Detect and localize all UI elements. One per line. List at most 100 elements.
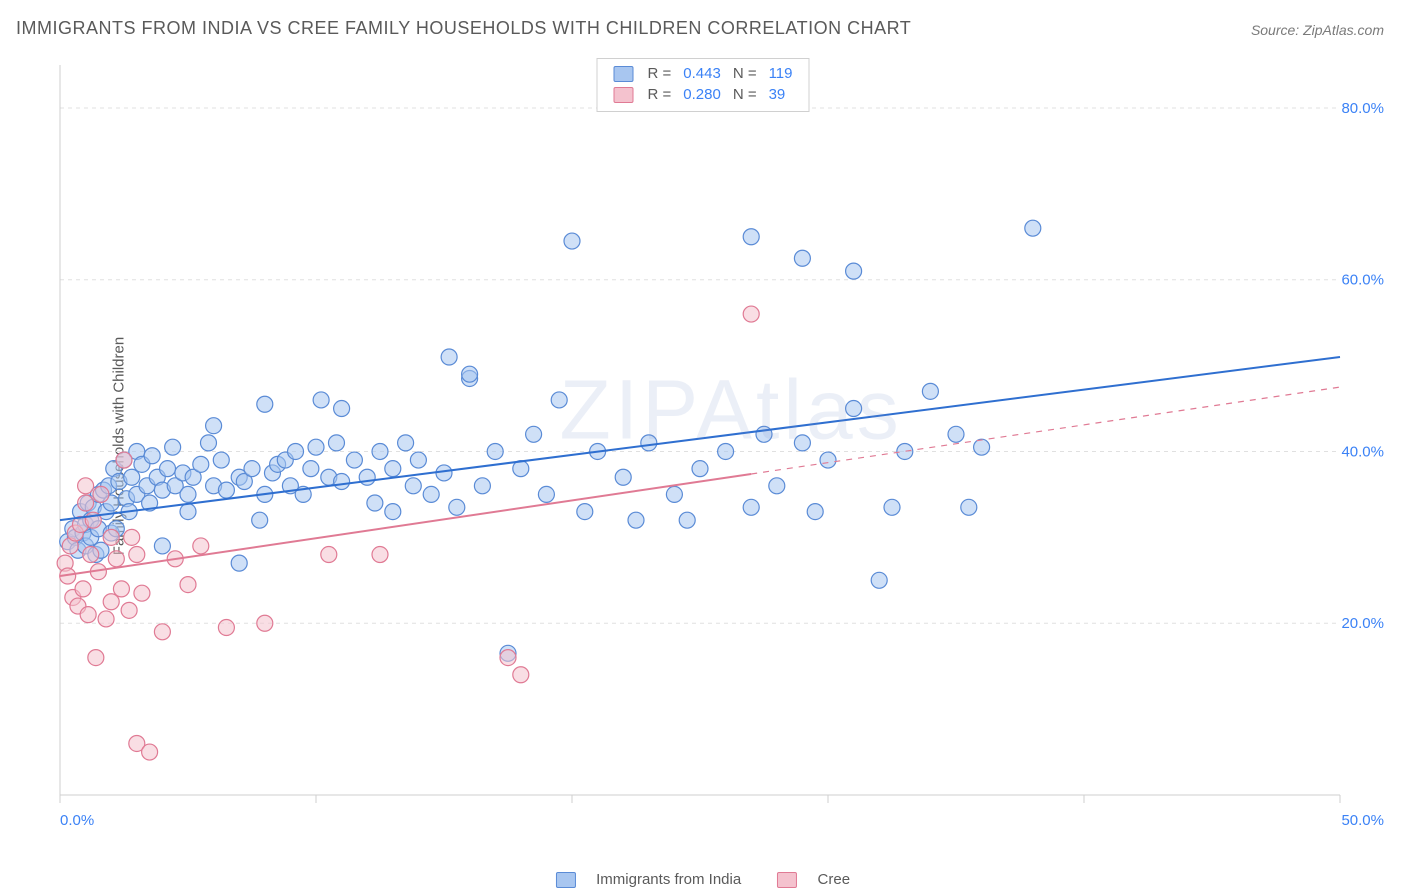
legend-r-value: 0.280 xyxy=(677,84,727,105)
data-point xyxy=(165,439,181,455)
data-point xyxy=(367,495,383,511)
legend-swatch-pink xyxy=(777,872,797,888)
data-point xyxy=(846,263,862,279)
data-point xyxy=(846,401,862,417)
data-point xyxy=(666,486,682,502)
legend-n-label: N = xyxy=(727,63,763,84)
data-point xyxy=(303,461,319,477)
data-point xyxy=(743,229,759,245)
legend-row: R = 0.443 N = 119 xyxy=(608,63,799,84)
data-point xyxy=(321,547,337,563)
data-point xyxy=(423,486,439,502)
data-point xyxy=(257,396,273,412)
data-point xyxy=(692,461,708,477)
data-point xyxy=(513,667,529,683)
data-point xyxy=(180,486,196,502)
legend-n-value: 119 xyxy=(763,63,799,84)
data-point xyxy=(180,577,196,593)
data-point xyxy=(359,469,375,485)
legend-n-label: N = xyxy=(727,84,763,105)
trend-line-dashed xyxy=(751,387,1340,474)
data-point xyxy=(385,461,401,477)
series-legend: Immigrants from India Cree xyxy=(540,871,866,888)
data-point xyxy=(144,448,160,464)
data-point xyxy=(154,624,170,640)
data-point xyxy=(487,443,503,459)
series-legend-label: Immigrants from India xyxy=(596,871,741,888)
data-point xyxy=(897,443,913,459)
data-point xyxy=(679,512,695,528)
data-point xyxy=(398,435,414,451)
data-point xyxy=(308,439,324,455)
source-label: Source: ZipAtlas.com xyxy=(1251,22,1384,38)
data-point xyxy=(116,452,132,468)
data-point xyxy=(213,452,229,468)
svg-text:60.0%: 60.0% xyxy=(1341,272,1384,289)
legend-r-label: R = xyxy=(642,63,678,84)
data-point xyxy=(462,366,478,382)
svg-text:40.0%: 40.0% xyxy=(1341,443,1384,460)
data-point xyxy=(372,443,388,459)
data-point xyxy=(180,504,196,520)
data-point xyxy=(121,602,137,618)
svg-text:20.0%: 20.0% xyxy=(1341,615,1384,632)
data-point xyxy=(884,499,900,515)
svg-text:0.0%: 0.0% xyxy=(60,812,94,829)
data-point xyxy=(103,529,119,545)
data-point xyxy=(474,478,490,494)
data-point xyxy=(257,615,273,631)
data-point xyxy=(500,650,516,666)
data-point xyxy=(93,486,109,502)
data-point xyxy=(871,572,887,588)
data-point xyxy=(75,581,91,597)
data-point xyxy=(134,585,150,601)
data-point xyxy=(252,512,268,528)
data-point xyxy=(961,499,977,515)
data-point xyxy=(154,538,170,554)
svg-text:80.0%: 80.0% xyxy=(1341,100,1384,117)
plot-area: 20.0% 40.0% 60.0% 80.0% 0.0% 50.0% xyxy=(50,55,1390,835)
chart-container: IMMIGRANTS FROM INDIA VS CREE FAMILY HOU… xyxy=(0,0,1406,892)
legend-swatch-blue xyxy=(614,66,634,82)
data-point xyxy=(974,439,990,455)
legend-row: R = 0.280 N = 39 xyxy=(608,84,799,105)
series-legend-label: Cree xyxy=(818,871,851,888)
svg-text:50.0%: 50.0% xyxy=(1341,812,1384,829)
data-point xyxy=(328,435,344,451)
chart-title: IMMIGRANTS FROM INDIA VS CREE FAMILY HOU… xyxy=(16,18,911,39)
data-point xyxy=(193,456,209,472)
data-point xyxy=(756,426,772,442)
data-point xyxy=(410,452,426,468)
legend-r-value: 0.443 xyxy=(677,63,727,84)
legend-swatch-blue xyxy=(556,872,576,888)
data-point xyxy=(628,512,644,528)
legend-r-label: R = xyxy=(642,84,678,105)
data-point xyxy=(160,461,176,477)
data-point xyxy=(577,504,593,520)
data-point xyxy=(244,461,260,477)
data-point xyxy=(83,547,99,563)
data-point xyxy=(922,383,938,399)
data-point xyxy=(538,486,554,502)
data-point xyxy=(743,306,759,322)
data-point xyxy=(231,555,247,571)
data-point xyxy=(769,478,785,494)
data-point xyxy=(108,551,124,567)
data-point xyxy=(794,435,810,451)
data-point xyxy=(948,426,964,442)
data-point xyxy=(372,547,388,563)
data-point xyxy=(346,452,362,468)
data-point xyxy=(718,443,734,459)
data-point xyxy=(193,538,209,554)
data-point xyxy=(78,495,94,511)
legend-n-value: 39 xyxy=(763,84,799,105)
data-point xyxy=(807,504,823,520)
correlation-legend: R = 0.443 N = 119 R = 0.280 N = 39 xyxy=(597,58,810,112)
data-point xyxy=(206,418,222,434)
data-point xyxy=(449,499,465,515)
data-point xyxy=(334,474,350,490)
data-point xyxy=(743,499,759,515)
data-point xyxy=(313,392,329,408)
data-point xyxy=(124,529,140,545)
data-point xyxy=(142,744,158,760)
